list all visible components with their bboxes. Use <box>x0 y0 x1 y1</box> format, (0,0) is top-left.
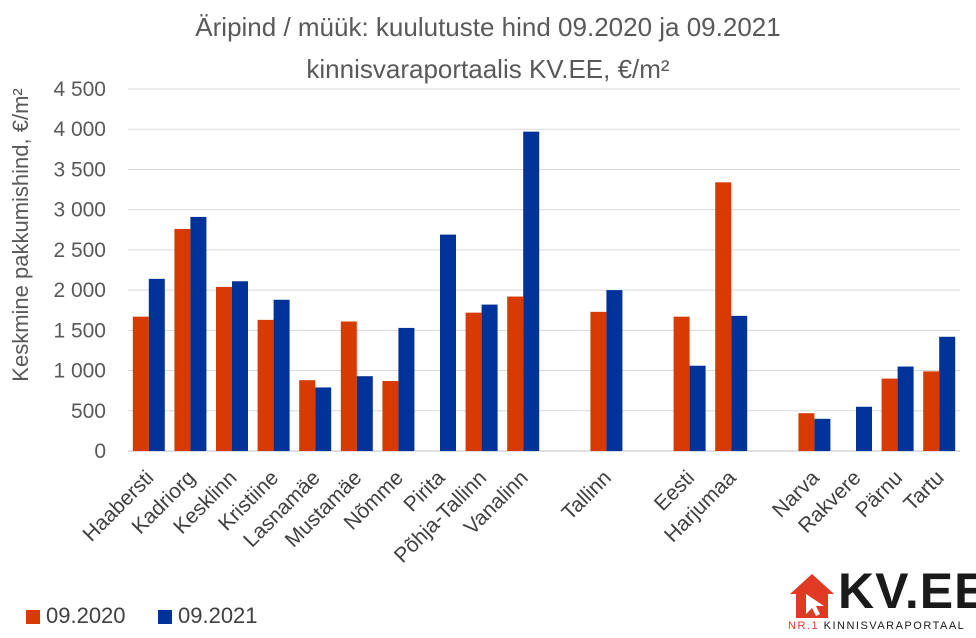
bar-2021 <box>897 366 914 451</box>
bar-2020 <box>507 296 524 451</box>
y-tick-label: 1 000 <box>53 360 106 383</box>
logo-text: KV.EE <box>838 563 976 619</box>
legend-label-2020: 09.2020 <box>46 603 126 628</box>
bar-2021 <box>481 304 498 451</box>
bar-2021 <box>814 418 831 451</box>
legend-swatch-2020 <box>26 610 40 625</box>
bar-2020 <box>881 378 898 451</box>
bar-2021 <box>356 376 373 451</box>
bar-2020 <box>923 371 940 451</box>
legend-swatch-2021 <box>158 610 172 625</box>
bar-2021 <box>606 290 623 451</box>
bar-2020 <box>465 312 482 451</box>
bar-2020 <box>715 182 732 451</box>
bar-2020 <box>382 381 399 451</box>
legend-label-2021: 09.2021 <box>178 603 258 628</box>
y-tick-label: 0 <box>94 440 106 463</box>
y-tick-label: 2 500 <box>53 239 106 262</box>
bar-2021 <box>273 299 290 451</box>
bar-2021 <box>398 327 415 451</box>
bar-2020 <box>132 316 149 451</box>
kv-ee-logo: KV.EE NR.1 KINNISVARAPORTAAL <box>788 563 976 636</box>
bar-2020 <box>673 316 690 451</box>
legend-item-2021: 09.2021 <box>158 603 258 629</box>
x-tick-labels: HaaberstiKadriorgKesklinnKristiineLasnam… <box>79 466 949 568</box>
bar-2021 <box>523 131 540 451</box>
bar-2021 <box>689 365 706 451</box>
y-tick-label: 3 000 <box>53 199 106 222</box>
y-tick-label: 1 500 <box>53 319 106 342</box>
bar-2020 <box>299 380 316 451</box>
y-tick-label: 3 500 <box>53 158 106 181</box>
grid-lines <box>128 88 960 452</box>
y-tick-label: 2 000 <box>53 279 106 302</box>
bar-2020 <box>590 311 607 451</box>
chart-subtitle: kinnisvaraportaalis KV.EE, €/m² <box>306 54 670 84</box>
bar-2020 <box>340 321 357 451</box>
bar-2021 <box>939 336 956 451</box>
legend-item-2020: 09.2020 <box>26 603 126 629</box>
bars <box>132 131 956 451</box>
bar-2020 <box>257 319 274 451</box>
bar-2021 <box>232 281 248 451</box>
x-tick-label: Pärnu <box>851 466 907 522</box>
bar-2021 <box>856 406 872 451</box>
bar-2020 <box>216 286 232 451</box>
bar-2020 <box>798 413 815 451</box>
y-tick-labels: 0 500 1 000 1 500 2 000 2 500 3 000 3 500 4 000 4… <box>53 78 106 463</box>
y-axis-label: Keskmine pakkumishind, €/m² <box>8 88 33 381</box>
bar-2021 <box>148 278 165 451</box>
bar-2021 <box>190 216 207 451</box>
chart-title: Äripind / müük: kuulutuste hind 09.2020 … <box>195 12 781 42</box>
bar-2021 <box>731 315 748 451</box>
x-tick-label: Tallinn <box>558 466 616 524</box>
y-tick-label: 500 <box>71 400 106 423</box>
bar-2020 <box>174 228 191 451</box>
y-tick-label: 4 500 <box>53 78 106 101</box>
x-tick-label: Tartu <box>899 466 948 515</box>
house-icon <box>790 574 834 618</box>
y-tick-label: 4 000 <box>53 118 106 141</box>
logo-tagline: NR.1 KINNISVARAPORTAAL <box>788 620 966 632</box>
bar-2021 <box>440 234 456 451</box>
bar-2021 <box>315 387 332 451</box>
